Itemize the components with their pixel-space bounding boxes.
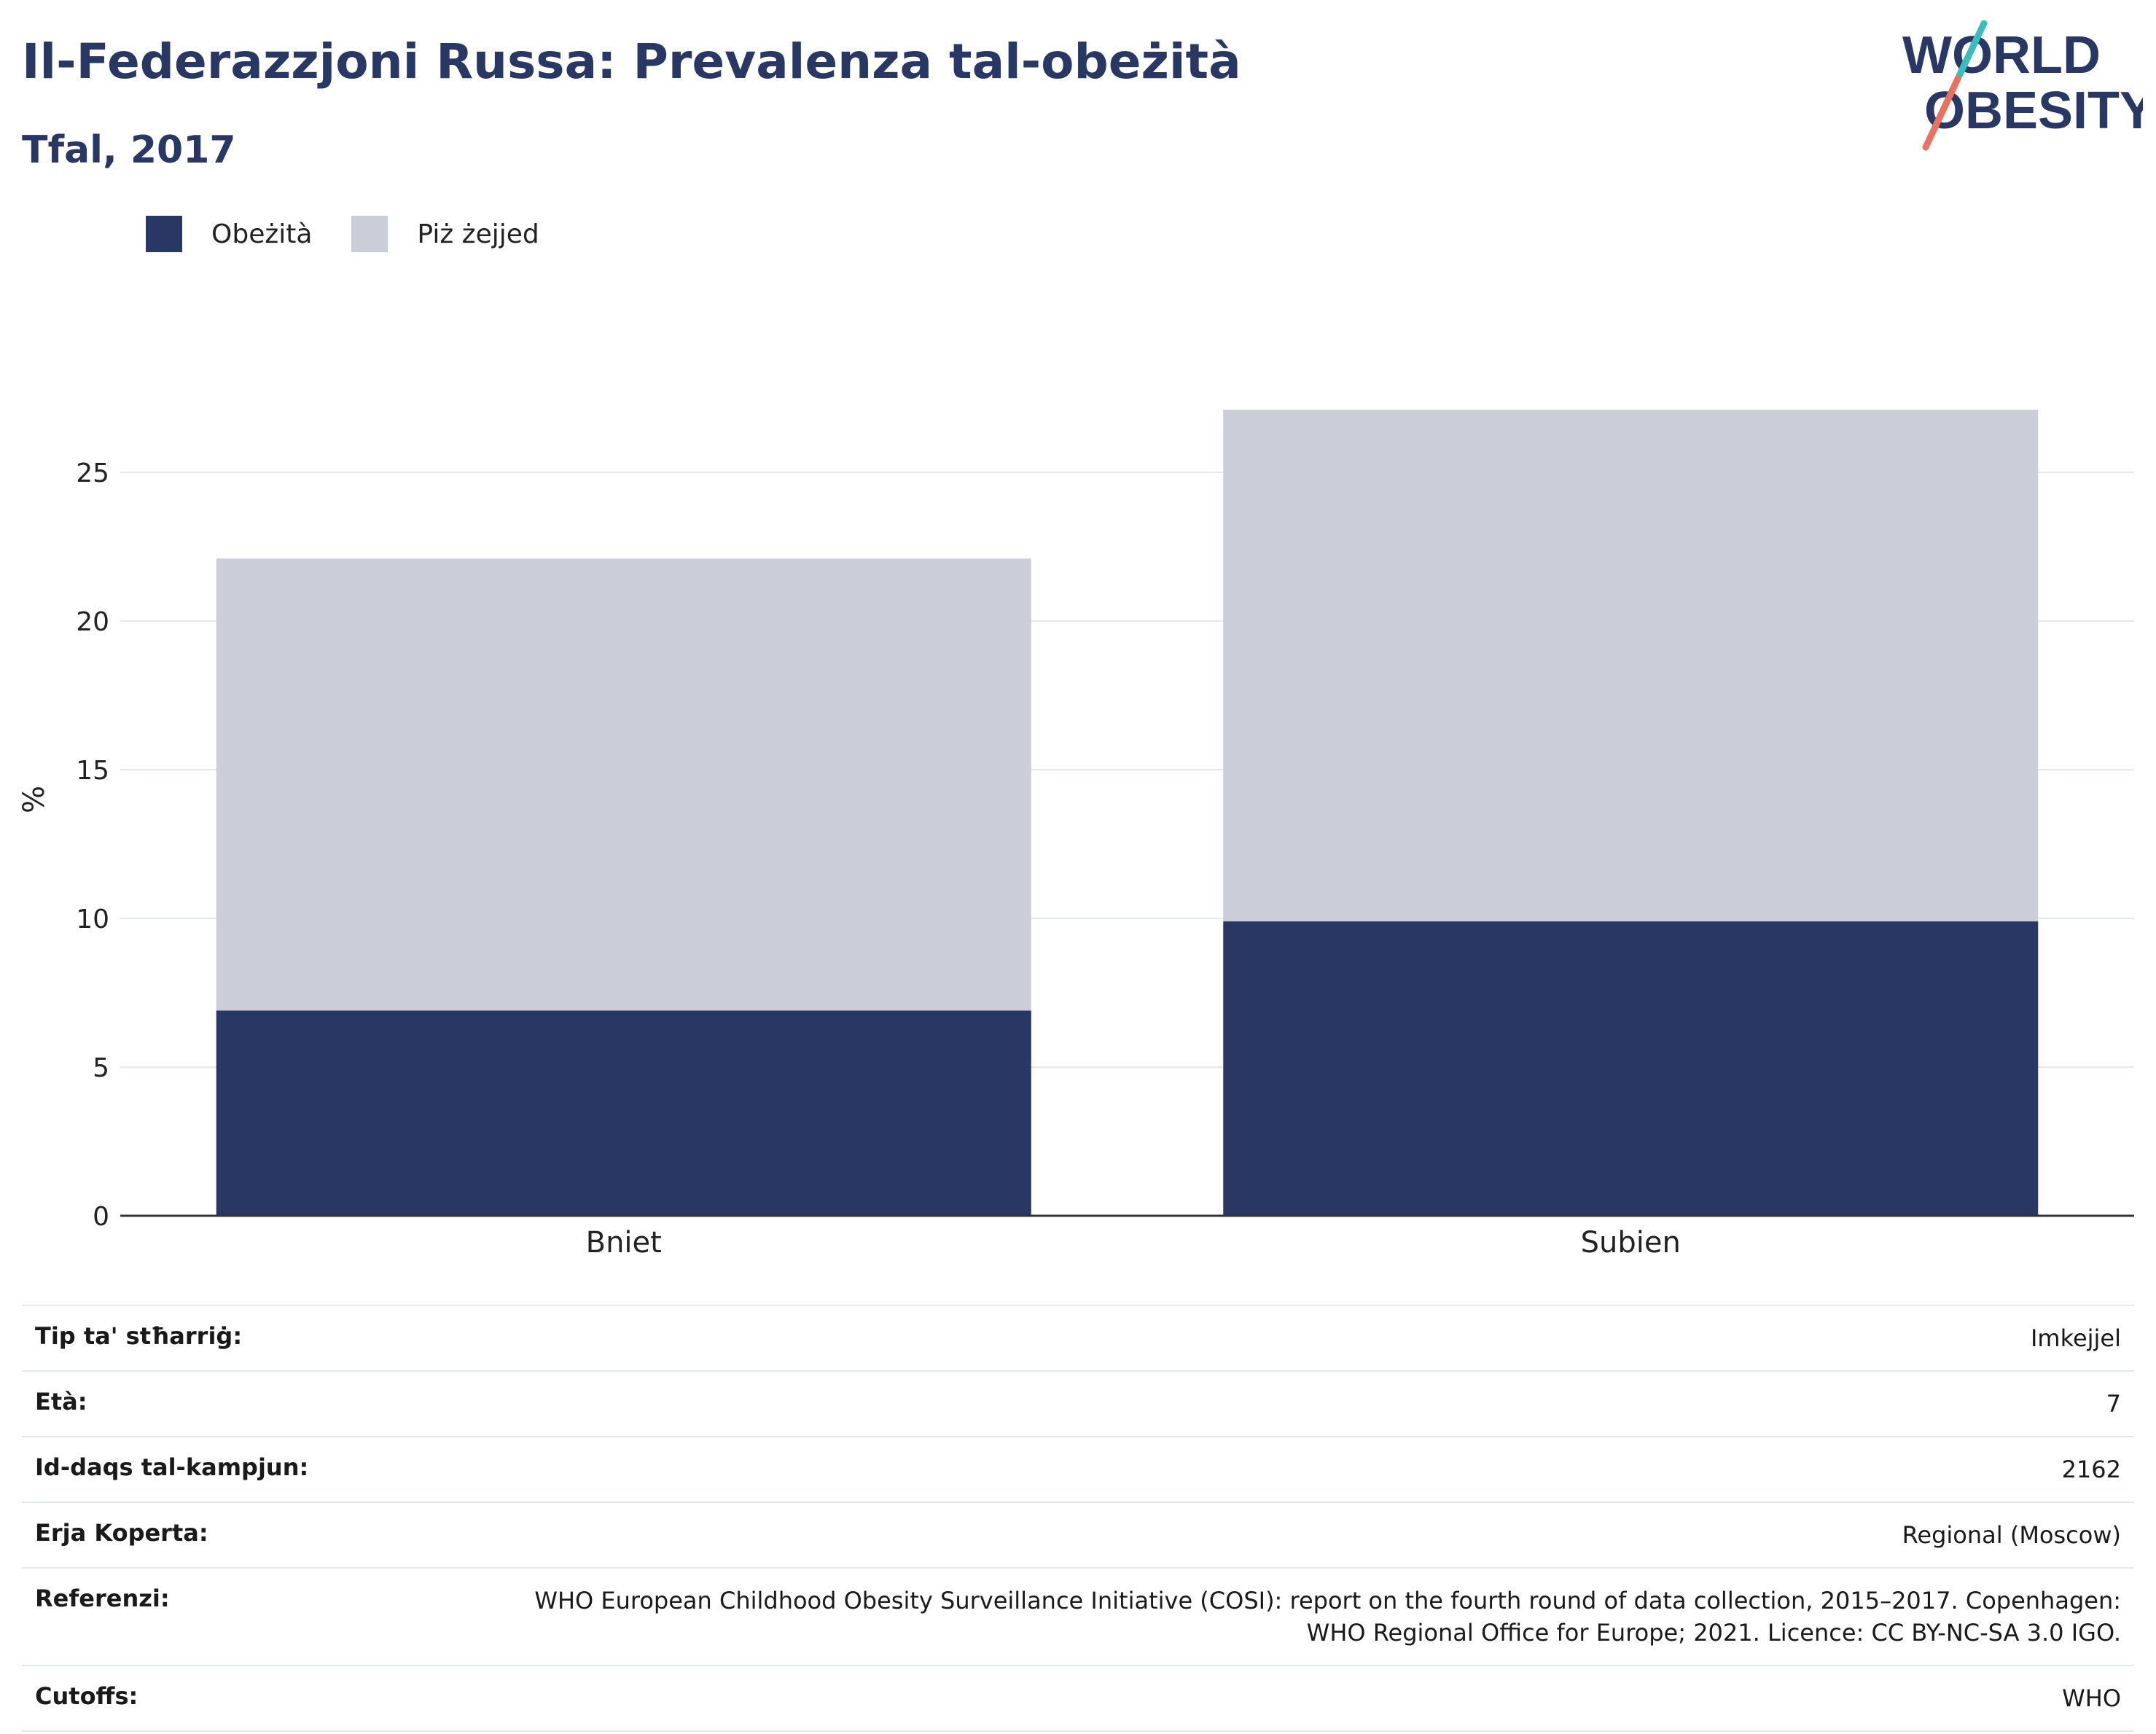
bar-overweight-subien bbox=[1223, 410, 2039, 922]
bar-obesity-bniet bbox=[216, 1010, 1031, 1216]
logo-text-world: WORLD bbox=[1902, 26, 2101, 85]
logo-slash-coral bbox=[1922, 75, 1961, 151]
info-value: 7 bbox=[485, 1370, 2134, 1437]
info-value: Imkejjel bbox=[485, 1305, 2134, 1371]
y-tick-label: 25 bbox=[76, 458, 109, 488]
info-key: Cutoffs: bbox=[22, 1665, 485, 1732]
info-value: WHO bbox=[485, 1665, 2134, 1732]
info-value: WHO European Childhood Obesity Surveilla… bbox=[485, 1567, 2134, 1665]
legend-swatch-overweight bbox=[351, 216, 388, 252]
stacked-bar-chart: 0 5 10 15 20 25% Bniet Subien bbox=[17, 410, 2134, 1260]
info-value: 2162 bbox=[485, 1436, 2134, 1502]
chart-subtitle: Tfal, 2017 bbox=[22, 128, 236, 172]
y-tick-label: 5 bbox=[93, 1053, 109, 1083]
legend-swatch-obesity bbox=[146, 216, 182, 252]
bar-overweight-bniet bbox=[216, 558, 1031, 1011]
info-key: Erja Koperta: bbox=[22, 1501, 485, 1568]
legend-item-obesity[interactable]: Obeżità bbox=[146, 216, 312, 252]
logo-text-obesity: OBESITY bbox=[1924, 82, 2143, 140]
info-row: Età: 7 bbox=[22, 1370, 2134, 1437]
info-key: Id-daqs tal-kampjun: bbox=[22, 1436, 485, 1502]
x-category-label: Bniet bbox=[586, 1226, 662, 1260]
x-category-label: Subien bbox=[1581, 1226, 1681, 1260]
info-row: Referenzi: WHO European Childhood Obesity… bbox=[22, 1567, 2134, 1665]
legend-label-overweight: Piż żejjed bbox=[417, 219, 539, 249]
info-key: Referenzi: bbox=[22, 1567, 485, 1665]
y-tick-label: 20 bbox=[76, 607, 109, 637]
info-value: Regional (Moscow) bbox=[485, 1501, 2134, 1568]
info-key: Tip ta' stħarriġ: bbox=[22, 1305, 485, 1371]
info-key: Età: bbox=[22, 1370, 485, 1437]
bar-obesity-subien bbox=[1223, 921, 2039, 1216]
info-row: Id-daqs tal-kampjun: 2162 bbox=[22, 1436, 2134, 1502]
y-tick-label: 0 bbox=[93, 1202, 109, 1232]
y-tick-label: 10 bbox=[76, 905, 109, 934]
world-obesity-logo: WORLD OBESITY bbox=[1902, 20, 2143, 151]
y-axis-label: % bbox=[17, 786, 51, 813]
legend-label-obesity: Obeżità bbox=[211, 219, 313, 249]
legend-item-overweight[interactable]: Piż żejjed bbox=[351, 216, 539, 252]
chart-legend: Obeżità Piż żejjed bbox=[146, 216, 579, 252]
logo-slash-teal bbox=[1954, 20, 1988, 82]
info-table: Tip ta' stħarriġ: Imkejjel Età: 7 Id-daqs ta… bbox=[22, 1305, 2134, 1732]
info-row: Cutoffs: WHO bbox=[22, 1665, 2134, 1732]
info-row: Erja Koperta: Regional (Moscow) bbox=[22, 1501, 2134, 1568]
y-tick-label: 15 bbox=[76, 756, 109, 786]
info-row: Tip ta' stħarriġ: Imkejjel bbox=[22, 1305, 2134, 1371]
chart-title: Il-Federazzjoni Russa: Prevalenza tal-ob… bbox=[22, 34, 1241, 90]
